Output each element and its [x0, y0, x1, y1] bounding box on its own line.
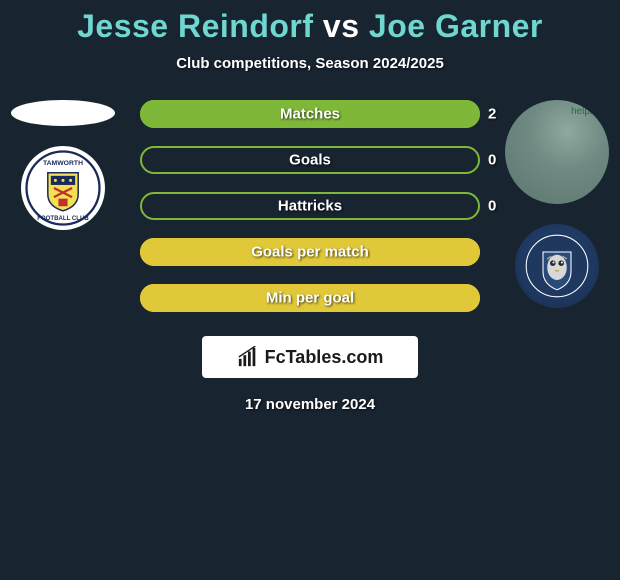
player1-avatar — [11, 100, 115, 126]
player2-club-badge — [515, 224, 599, 308]
brand-box[interactable]: FcTables.com — [202, 336, 418, 378]
oldham-badge-icon — [522, 231, 592, 301]
stats-bars: Matches2 Goals0 Hattricks0 Goals per match M… — [140, 100, 480, 312]
bar-fill — [140, 284, 480, 312]
player1-club-badge: TAMWORTH FOOTBALL CLUB — [21, 146, 105, 230]
bar-fill — [140, 100, 480, 128]
vs-text: vs — [323, 8, 360, 44]
svg-text:FOOTBALL CLUB: FOOTBALL CLUB — [37, 215, 89, 222]
stat-row: Goals per match — [140, 238, 480, 266]
stat-row: Goals0 — [140, 146, 480, 174]
stat-row: Hattricks0 — [140, 192, 480, 220]
date-text: 17 november 2024 — [0, 396, 620, 413]
bar-fill — [140, 238, 480, 266]
content-area: TAMWORTH FOOTBALL CLUB — [0, 100, 620, 312]
tamworth-badge-icon: TAMWORTH FOOTBALL CLUB — [25, 150, 101, 226]
stat-row: Matches2 — [140, 100, 480, 128]
player2-name: Joe Garner — [369, 8, 543, 44]
bar-track — [140, 192, 480, 220]
player1-name: Jesse Reindorf — [77, 8, 313, 44]
brand-text: FcTables.com — [265, 347, 384, 368]
left-column: TAMWORTH FOOTBALL CLUB — [8, 100, 118, 230]
stat-row: Min per goal — [140, 284, 480, 312]
right-column — [502, 100, 612, 308]
chart-icon — [237, 346, 259, 368]
bar-track — [140, 146, 480, 174]
player2-avatar — [505, 100, 609, 204]
subtitle: Club competitions, Season 2024/2025 — [0, 55, 620, 72]
comparison-title: Jesse Reindorf vs Joe Garner — [0, 0, 620, 45]
svg-text:TAMWORTH: TAMWORTH — [43, 160, 83, 167]
